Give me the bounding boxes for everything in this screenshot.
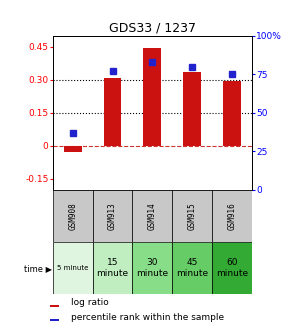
Bar: [50, 305, 59, 307]
Bar: [172, 190, 212, 242]
Bar: [50, 319, 59, 321]
Bar: [53, 190, 93, 242]
Bar: [132, 190, 172, 242]
Bar: [64, 146, 82, 152]
Bar: [183, 72, 201, 146]
Bar: [103, 78, 122, 146]
Text: GSM908: GSM908: [68, 202, 77, 230]
Text: time ▶: time ▶: [24, 264, 52, 273]
Text: GSM913: GSM913: [108, 202, 117, 230]
Text: GSM916: GSM916: [228, 202, 236, 230]
Bar: [143, 48, 161, 146]
Bar: [172, 242, 212, 294]
Text: 60
minute: 60 minute: [216, 258, 248, 278]
Text: percentile rank within the sample: percentile rank within the sample: [71, 313, 224, 322]
Text: 15
minute: 15 minute: [96, 258, 129, 278]
Bar: [93, 190, 132, 242]
Text: GSM914: GSM914: [148, 202, 157, 230]
Text: GSM915: GSM915: [188, 202, 197, 230]
Bar: [212, 190, 252, 242]
Text: 5 minute: 5 minute: [57, 265, 88, 271]
Text: log ratio: log ratio: [71, 298, 108, 307]
Bar: [132, 242, 172, 294]
Bar: [93, 242, 132, 294]
Text: 45
minute: 45 minute: [176, 258, 208, 278]
Title: GDS33 / 1237: GDS33 / 1237: [109, 22, 196, 35]
Text: 30
minute: 30 minute: [136, 258, 168, 278]
Bar: [212, 242, 252, 294]
Bar: [223, 81, 241, 146]
Bar: [53, 242, 93, 294]
